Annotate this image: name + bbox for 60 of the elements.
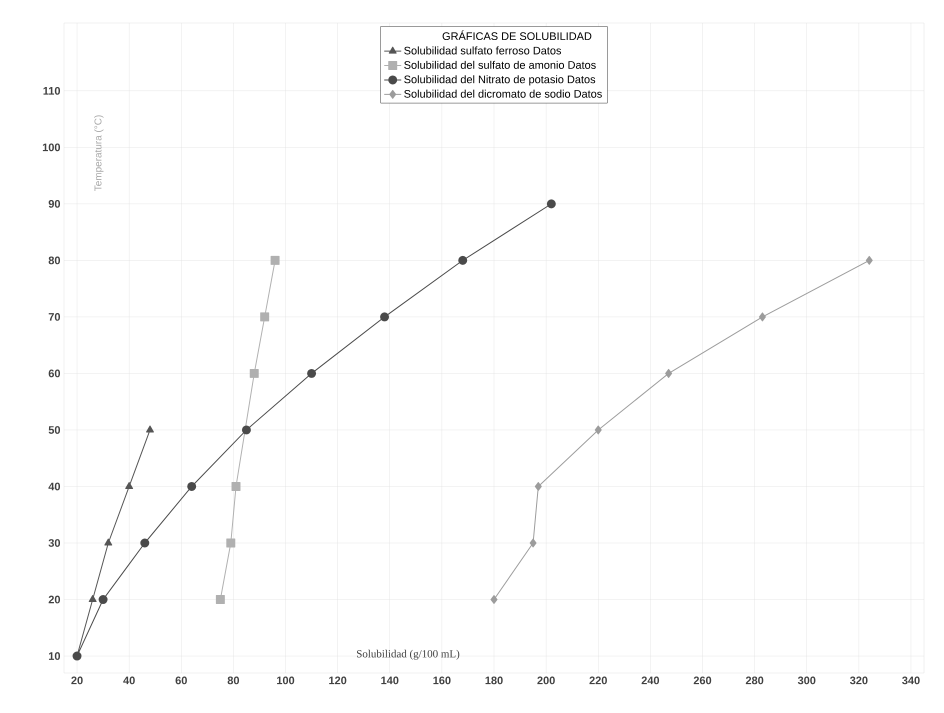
- x-tick-label: 40: [123, 676, 135, 684]
- point: [380, 312, 390, 322]
- point: [104, 538, 112, 546]
- legend-label: Solubilidad del dicromato de sodio Datos: [404, 90, 602, 98]
- legend-label: Solubilidad del sulfato de amonio Datos: [404, 60, 596, 69]
- point: [146, 425, 154, 432]
- y-axis-title: Temperatura (°C): [94, 115, 104, 192]
- point: [125, 482, 134, 489]
- x-tick-label: 280: [746, 676, 764, 684]
- point: [98, 595, 108, 604]
- point: [187, 482, 196, 491]
- y-tick-label: 100: [42, 143, 60, 152]
- point: [140, 538, 150, 548]
- x-tick-label: 320: [850, 676, 868, 684]
- point: [490, 595, 498, 604]
- x-tick-label: 300: [798, 676, 816, 684]
- point: [88, 595, 97, 602]
- x-tick-label: 340: [902, 676, 920, 684]
- x-tick-label: 260: [694, 676, 712, 684]
- point: [226, 538, 236, 548]
- point: [216, 595, 225, 604]
- point: [260, 312, 270, 322]
- point: [594, 425, 602, 434]
- point: [242, 425, 251, 434]
- point: [232, 482, 240, 491]
- y-tick-label: 60: [48, 370, 60, 378]
- y-tick-label: 80: [48, 256, 60, 264]
- x-tick-label: 20: [71, 676, 83, 684]
- point: [270, 256, 280, 265]
- y-tick-label: 20: [48, 596, 60, 604]
- x-tick-label: 240: [642, 676, 660, 684]
- x-tick-label: 220: [589, 676, 607, 684]
- x-tick-label: 120: [329, 676, 346, 684]
- point: [534, 482, 542, 491]
- y-tick-label: 10: [48, 652, 60, 660]
- legend-label: Solubilidad del Nitrato de potasio Datos: [404, 75, 596, 86]
- y-tick-label: 50: [48, 426, 60, 434]
- y-tick-label: 40: [48, 482, 60, 490]
- point: [250, 368, 259, 378]
- point: [307, 368, 316, 378]
- legend-title: GRÁFICAS DE SOLUBILIDAD: [442, 30, 592, 40]
- point: [866, 256, 873, 265]
- point: [758, 312, 766, 322]
- point: [665, 368, 672, 378]
- x-tick-label: 60: [176, 676, 187, 684]
- x-tick-label: 180: [486, 676, 503, 684]
- y-tick-label: 110: [43, 86, 60, 95]
- x-tick-label: 140: [381, 676, 398, 684]
- point: [546, 199, 556, 208]
- x-tick-label: 160: [433, 676, 451, 684]
- x-tick-label: 200: [537, 676, 555, 684]
- y-tick-label: 70: [48, 313, 60, 321]
- legend-label: Solubilidad sulfato ferroso Datos: [404, 46, 562, 54]
- point: [458, 256, 468, 265]
- x-axis-title: Solubilidad (g/100 mL): [356, 650, 460, 660]
- y-tick-label: 90: [48, 200, 60, 208]
- point: [530, 538, 537, 548]
- x-tick-label: 100: [277, 676, 294, 684]
- y-tick-label: 30: [48, 539, 60, 547]
- x-tick-label: 80: [228, 676, 240, 684]
